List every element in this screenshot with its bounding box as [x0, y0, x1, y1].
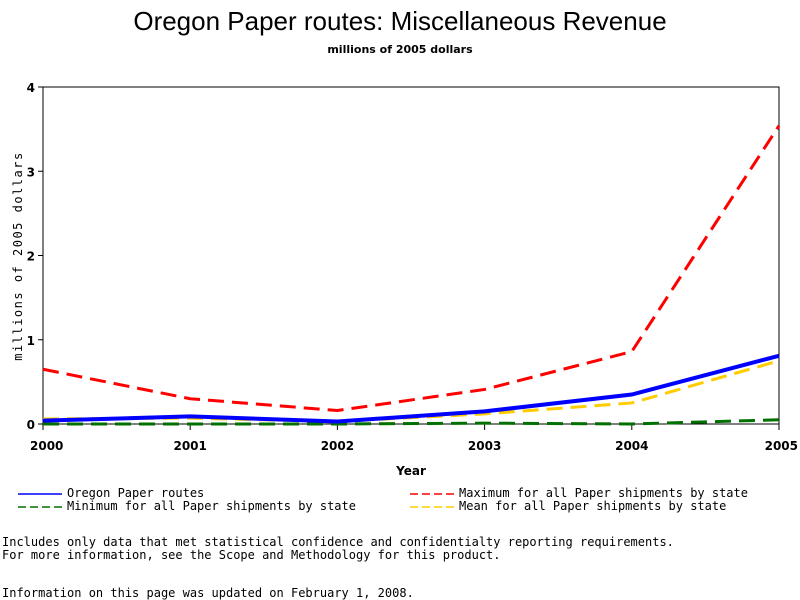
- footnote-confidence: Includes only data that met statistical …: [2, 535, 674, 549]
- series-line-1: [42, 124, 781, 413]
- x-tick-label: 2004: [615, 439, 648, 453]
- chart-subtitle: millions of 2005 dollars: [327, 43, 473, 56]
- legend: [18, 493, 454, 508]
- y-tick-label: 4: [27, 81, 35, 95]
- x-tick-label: 2002: [321, 439, 354, 453]
- series-group: [42, 124, 781, 426]
- chart-title: Oregon Paper routes: Miscellaneous Reven…: [133, 6, 667, 36]
- y-tick-label: 2: [27, 250, 35, 264]
- series-line-3: [42, 359, 780, 423]
- legend-label: Mean for all Paper shipments by state: [459, 499, 727, 513]
- y-tick-label: 0: [27, 418, 35, 432]
- x-tick-label: 2005: [765, 439, 798, 453]
- legend-label: Maximum for all Paper shipments by state: [459, 486, 748, 500]
- x-tick-label: 2000: [30, 439, 63, 453]
- legend-label: Minimum for all Paper shipments by state: [67, 499, 356, 513]
- x-tick-label: 2003: [468, 439, 501, 453]
- x-axis-label: Year: [395, 464, 426, 478]
- axes: 0 1 2 3 4 2000 2001 2002 2003 2004 2005: [27, 81, 798, 453]
- series-line-2: [43, 418, 780, 426]
- x-tick-label: 2001: [173, 439, 206, 453]
- legend-label: Oregon Paper routes: [67, 486, 205, 500]
- y-axis-label: millions of 2005 dollars: [11, 151, 25, 360]
- y-tick-label: 1: [27, 334, 35, 348]
- footnote-methodology: For more information, see the Scope and …: [2, 548, 501, 562]
- plot-frame: [42, 86, 780, 425]
- series-line-0: [42, 353, 780, 424]
- updated-date: Information on this page was updated on …: [2, 586, 414, 600]
- y-tick-label: 3: [27, 165, 35, 179]
